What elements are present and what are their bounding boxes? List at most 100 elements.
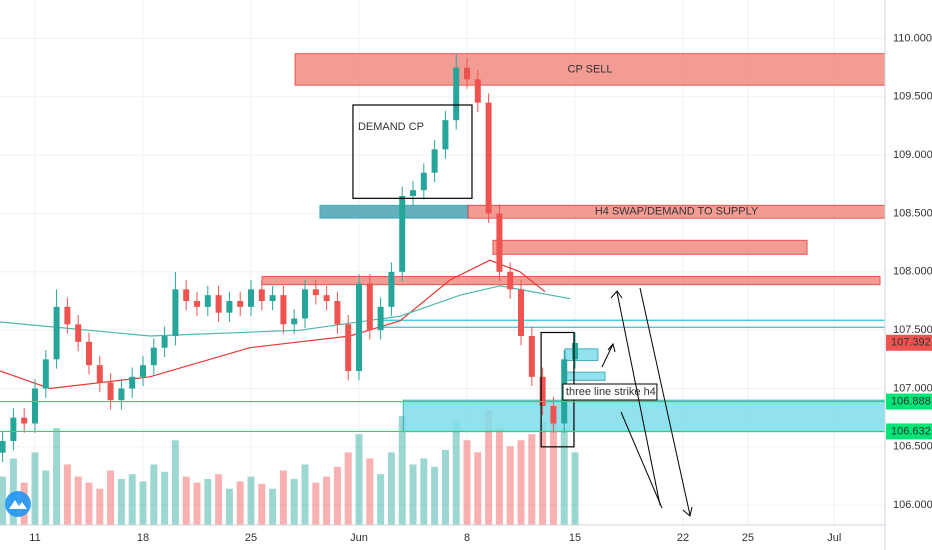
arrow	[639, 287, 691, 516]
volume-bar	[279, 470, 287, 525]
candle-body	[302, 289, 309, 319]
level-label: 106.632	[891, 425, 931, 437]
volume-bar	[258, 483, 266, 525]
arrow-head	[607, 342, 616, 353]
zones	[261, 53, 886, 433]
volume-bar	[517, 440, 525, 525]
candle-body	[118, 388, 125, 401]
candle-body	[107, 382, 114, 401]
annotation-box	[562, 383, 658, 401]
volume-bar	[74, 476, 82, 525]
candle-body	[96, 365, 103, 383]
candle-body	[528, 336, 535, 377]
x-tick-label: 18	[137, 532, 149, 544]
y-tick-label: 109.000	[893, 149, 932, 161]
candle-body	[129, 376, 136, 389]
candle-body	[42, 359, 49, 389]
candle-body	[64, 306, 71, 325]
candle-body	[507, 271, 514, 290]
candle-body	[258, 289, 265, 301]
volume-bar	[431, 466, 439, 525]
volume-bar	[53, 428, 61, 525]
volume-bar	[290, 479, 298, 525]
candle-body	[399, 196, 406, 272]
candle-body	[518, 289, 525, 336]
candle-body	[485, 102, 492, 214]
overlays: CP SELL H4 SWAP/DEMAND TO SUPPLY DEMAND CP…	[0, 63, 885, 448]
candle-body	[312, 289, 319, 296]
volume-bar	[528, 434, 536, 525]
level-tag	[886, 423, 932, 440]
y-tick-label: 107.500	[893, 324, 932, 336]
volume-bar	[161, 471, 169, 525]
candle-body	[550, 406, 557, 424]
candle-body	[291, 318, 298, 325]
last-price-tag	[886, 334, 932, 351]
candle-body	[53, 306, 60, 360]
arrows	[601, 287, 693, 517]
candle-body	[453, 67, 460, 121]
volume-bar	[107, 470, 115, 525]
zone	[294, 53, 886, 86]
volume-bar	[171, 440, 179, 525]
volume-bar	[366, 458, 374, 525]
candle-body	[237, 301, 244, 307]
x-tick-label: 15	[569, 532, 581, 544]
y-tick-label: 109.500	[893, 91, 932, 103]
volume-bar	[31, 452, 39, 525]
volume-bar	[452, 422, 460, 525]
volume-bar	[474, 452, 482, 525]
candle-body	[377, 306, 384, 331]
candle-body	[496, 213, 503, 272]
candle-body	[410, 190, 417, 196]
volume-bar	[485, 410, 493, 525]
volume-bar	[236, 481, 244, 525]
candle-body	[10, 417, 17, 441]
grid	[0, 0, 885, 525]
volume-bar	[398, 416, 406, 525]
candle-body	[474, 79, 481, 103]
candle-body	[21, 417, 28, 424]
arrow-head	[682, 506, 693, 517]
candle-body	[85, 341, 92, 366]
candle-body	[183, 289, 190, 301]
logo-mark	[9, 500, 27, 509]
zone	[261, 276, 881, 286]
volume-bar	[139, 481, 147, 525]
annotation: three line strike h4	[566, 386, 656, 398]
volume-bar	[463, 440, 471, 525]
volume-bar	[269, 488, 277, 525]
candle-body	[226, 301, 233, 313]
candle-body	[388, 271, 395, 307]
level-tag	[886, 393, 932, 410]
volume-bar	[571, 452, 579, 525]
x-tick-label: 11	[29, 532, 40, 544]
volume-bar	[387, 452, 395, 525]
candle-body	[539, 376, 546, 406]
volume-bar	[225, 488, 233, 525]
volume-bar	[0, 476, 7, 525]
volume-bar	[344, 452, 352, 525]
arrow	[601, 343, 614, 368]
x-tick-label: 8	[464, 532, 470, 544]
x-tick-label: Jun	[350, 532, 368, 544]
arrow	[616, 291, 661, 506]
volume-bar	[495, 428, 503, 525]
y-tick-label: 108.000	[893, 266, 932, 278]
volume-bar	[409, 464, 417, 525]
zone	[564, 348, 599, 362]
candle-body	[431, 149, 438, 173]
volume-bar	[215, 474, 223, 525]
zone	[564, 371, 606, 381]
volume-bar	[42, 470, 50, 525]
candle-body	[215, 295, 222, 313]
candle-body	[248, 289, 255, 307]
axes: 110.000 109.500 109.000 108.500 108.000 107.5…	[29, 32, 932, 544]
zone	[492, 239, 808, 255]
volume-bar	[333, 466, 341, 525]
level-label: 106.888	[891, 395, 931, 407]
candle-body	[334, 301, 341, 325]
volume-bar	[377, 474, 385, 525]
